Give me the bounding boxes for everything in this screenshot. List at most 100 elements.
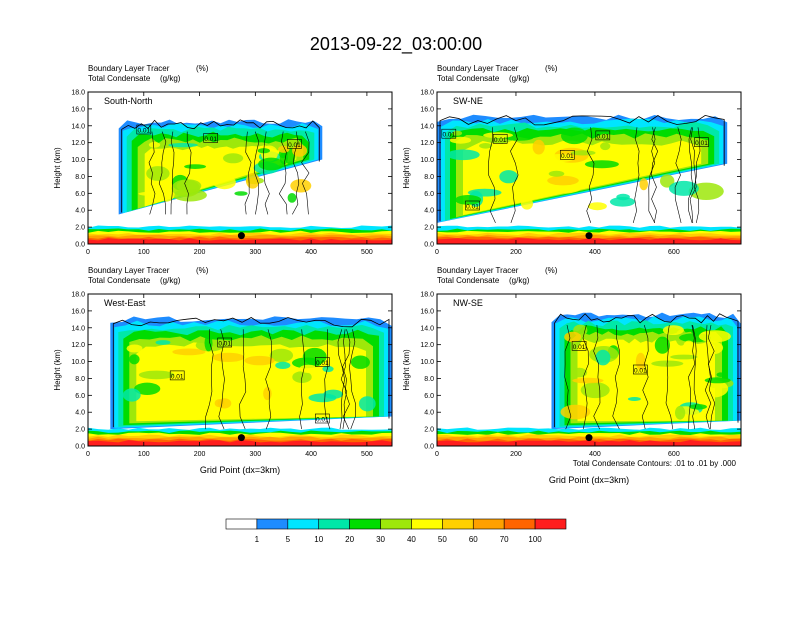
colorbar-label: 50 bbox=[438, 535, 447, 544]
y-tick-label: 2.0 bbox=[424, 427, 434, 434]
contour-label-text: 0.01 bbox=[316, 360, 329, 367]
y-tick-label: 12.0 bbox=[71, 342, 85, 349]
contour-label: 0.01 bbox=[492, 134, 508, 144]
contour-label: 0.01 bbox=[694, 137, 709, 147]
condensate-contour bbox=[612, 325, 620, 430]
boundary-layer-band bbox=[437, 440, 741, 446]
tracer-patch bbox=[217, 398, 232, 409]
condensate-contour bbox=[278, 131, 288, 215]
condensate-contour bbox=[704, 325, 712, 430]
tracer-patch bbox=[155, 340, 171, 345]
contour-label: 0.01 bbox=[217, 337, 232, 348]
tracer-patch bbox=[564, 331, 582, 343]
colorbar-label: 1 bbox=[255, 535, 260, 544]
tracer-patch bbox=[548, 170, 565, 177]
tracer-patch bbox=[587, 202, 607, 211]
condensate-contour bbox=[342, 329, 351, 430]
tracer-patch bbox=[675, 405, 686, 420]
x-tick-label: 400 bbox=[589, 249, 601, 256]
y-tick-label: 16.0 bbox=[420, 308, 434, 315]
y-tick-label: 6.0 bbox=[424, 393, 434, 400]
panel-header-line1-unit: (%) bbox=[545, 266, 558, 275]
y-tick-label: 14.0 bbox=[420, 325, 434, 332]
contour-label: 0.01 bbox=[169, 370, 185, 380]
tracer-patch bbox=[627, 397, 641, 401]
condensate-contour bbox=[632, 127, 640, 223]
tracer-patch bbox=[683, 340, 694, 350]
contour-label-text: 0.01 bbox=[442, 132, 455, 139]
y-tick-label: 8.0 bbox=[75, 174, 85, 181]
panels-group: 0.010.010.010.02.04.06.08.010.012.014.01… bbox=[53, 64, 742, 485]
tracer-patch bbox=[584, 160, 619, 169]
y-tick-label: 14.0 bbox=[420, 123, 434, 130]
condensate-contour bbox=[292, 131, 300, 215]
tracer-patch bbox=[600, 142, 611, 151]
condensate-contour bbox=[239, 329, 247, 430]
condensate-contour bbox=[337, 329, 345, 430]
y-tick-label: 14.0 bbox=[71, 123, 85, 130]
condensate-contour bbox=[265, 329, 272, 430]
contour-label-text: 0.01 bbox=[596, 133, 609, 140]
condensate-contour bbox=[554, 313, 739, 428]
contour-label-text: 0.01 bbox=[171, 373, 184, 380]
contour-label-text: 0.01 bbox=[695, 140, 708, 147]
tracer-patch bbox=[547, 175, 579, 186]
tracer-patch bbox=[173, 360, 208, 368]
tracer-patch bbox=[635, 352, 646, 371]
panel-header-line1-unit: (%) bbox=[196, 266, 209, 275]
x-tick-label: 500 bbox=[361, 249, 373, 256]
y-tick-label: 18.0 bbox=[71, 90, 85, 97]
condensate-contour bbox=[564, 325, 572, 430]
section-title: West-East bbox=[104, 298, 146, 308]
condensate-contour bbox=[184, 131, 192, 215]
contour-label-text: 0.01 bbox=[494, 137, 507, 144]
y-tick-label: 6.0 bbox=[424, 191, 434, 198]
contour-label-text: 0.01 bbox=[573, 344, 586, 351]
tracer-patch bbox=[532, 139, 545, 155]
panel-1: 0.01 0.01 0.01 0.0 2.0 4.0 6.0 8.0 10.0 12.0 14.0 1… bbox=[53, 64, 393, 256]
tracer-patch bbox=[129, 354, 140, 365]
tracer-patch bbox=[168, 142, 198, 148]
tracer-patch bbox=[269, 348, 294, 363]
colorbar-swatch bbox=[380, 518, 412, 530]
contour-label-text: 0.01 bbox=[316, 417, 329, 424]
tracer-patch bbox=[689, 404, 707, 410]
condensate-contour bbox=[121, 119, 320, 213]
contour-label-text: 0.01 bbox=[137, 128, 150, 135]
tracer-patch bbox=[670, 354, 698, 360]
figure-title: 2013-09-22_03:00:00 bbox=[310, 34, 482, 55]
condensate-contour bbox=[488, 127, 496, 224]
y-tick-label: 14.0 bbox=[71, 325, 85, 332]
colorbar-swatch bbox=[472, 518, 505, 530]
tracer-patch bbox=[455, 195, 482, 205]
contour-label: 0.01 bbox=[465, 200, 480, 211]
colorbar-label: 60 bbox=[469, 535, 478, 544]
tracer-patch bbox=[499, 170, 518, 184]
plot-frame bbox=[87, 293, 393, 447]
y-tick-label: 0.0 bbox=[75, 242, 85, 249]
panel-header-line2: Total Condensate bbox=[88, 276, 151, 285]
y-tick-label: 8.0 bbox=[75, 376, 85, 383]
contour-label: 0.01 bbox=[559, 150, 575, 160]
tracer-patch bbox=[204, 334, 213, 352]
condensate-contour bbox=[439, 114, 725, 221]
y-tick-label: 0.0 bbox=[424, 242, 434, 249]
tracer-patch bbox=[171, 179, 200, 197]
tracer-patch bbox=[698, 330, 732, 343]
tracer-patch bbox=[176, 384, 208, 400]
y-axis-label: Height (km) bbox=[402, 147, 411, 189]
contour-label: 0.01 bbox=[441, 128, 457, 139]
condensate-contour bbox=[263, 131, 270, 215]
condensate-contour bbox=[205, 329, 214, 430]
tracer-patch bbox=[223, 153, 244, 164]
condensate-contour bbox=[582, 325, 589, 430]
colorbar-swatch bbox=[225, 518, 258, 530]
y-tick-label: 12.0 bbox=[420, 342, 434, 349]
section-title: South-North bbox=[104, 96, 153, 106]
colorbar-label: 30 bbox=[376, 535, 385, 544]
tracer-patch bbox=[148, 141, 161, 148]
tracer-patch bbox=[609, 197, 636, 207]
contour-label: 0.01 bbox=[595, 130, 611, 140]
x-tick-label: 100 bbox=[138, 451, 150, 458]
